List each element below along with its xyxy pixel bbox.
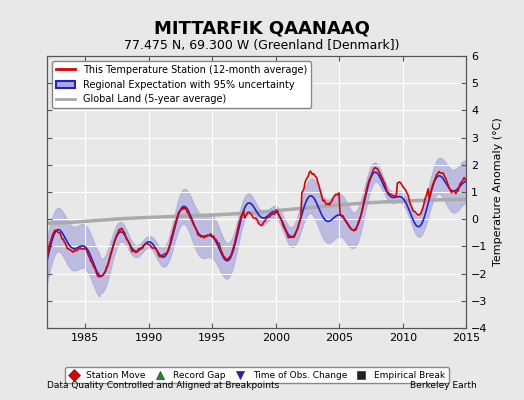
Text: MITTARFIK QAANAAQ: MITTARFIK QAANAAQ: [154, 19, 370, 37]
Text: Data Quality Controlled and Aligned at Breakpoints: Data Quality Controlled and Aligned at B…: [47, 382, 279, 390]
Text: 77.475 N, 69.300 W (Greenland [Denmark]): 77.475 N, 69.300 W (Greenland [Denmark]): [124, 40, 400, 52]
Text: Berkeley Earth: Berkeley Earth: [410, 382, 477, 390]
Legend: Station Move, Record Gap, Time of Obs. Change, Empirical Break: Station Move, Record Gap, Time of Obs. C…: [65, 367, 449, 383]
Y-axis label: Temperature Anomaly (°C): Temperature Anomaly (°C): [493, 118, 503, 266]
